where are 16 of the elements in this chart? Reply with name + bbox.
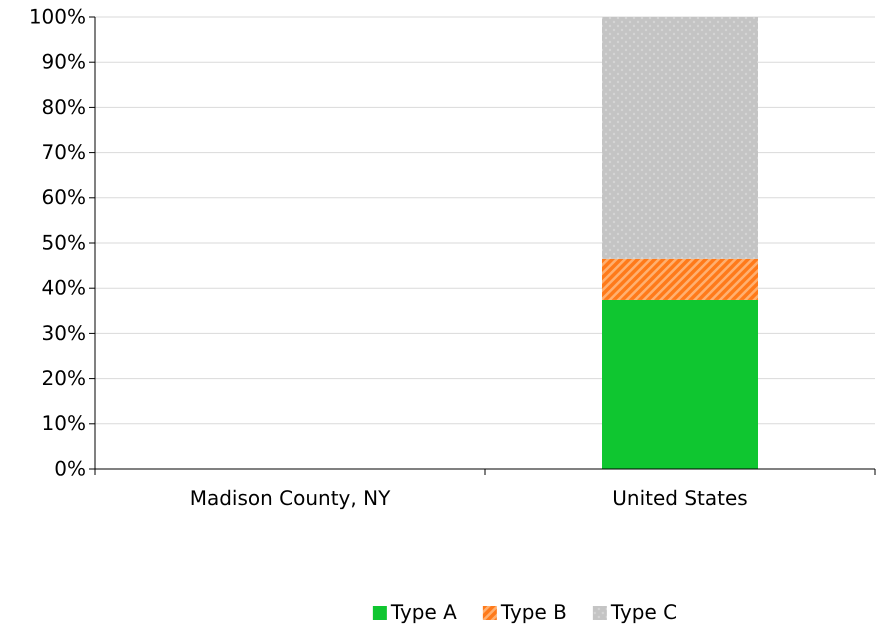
y-tick-label: 0% <box>54 456 86 480</box>
y-tick-label: 90% <box>42 50 86 74</box>
y-tick-label: 50% <box>42 230 86 254</box>
x-tick-label: Madison County, NY <box>190 486 392 510</box>
legend-label: Type B <box>500 600 567 624</box>
y-tick-label: 60% <box>42 185 86 210</box>
legend-label: Type A <box>390 600 458 624</box>
y-tick-label: 100% <box>28 4 86 28</box>
x-tick-label: United States <box>612 486 748 510</box>
y-tick-label: 70% <box>42 140 86 164</box>
y-tick-label: 80% <box>42 94 86 119</box>
y-tick-label: 20% <box>42 366 86 390</box>
legend-label: Type C <box>610 600 678 624</box>
y-tick-label: 30% <box>42 320 86 345</box>
y-tick-label: 40% <box>42 276 86 300</box>
y-tick-label: 10% <box>42 411 86 436</box>
